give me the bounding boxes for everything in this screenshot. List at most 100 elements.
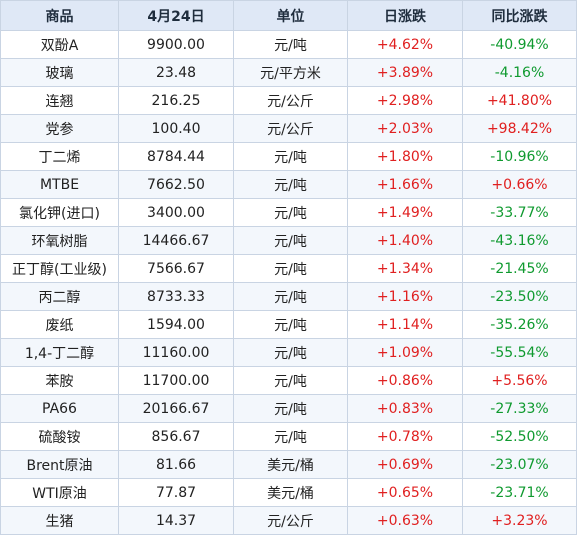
cell-daily-change: +2.98% xyxy=(347,86,463,115)
cell-unit: 元/平方米 xyxy=(233,58,348,87)
cell-daily-change: +0.63% xyxy=(347,506,463,535)
cell-commodity: 正丁醇(工业级) xyxy=(0,254,119,283)
cell-commodity: 氯化钾(进口) xyxy=(0,198,119,227)
cell-commodity: 环氧树脂 xyxy=(0,226,119,255)
cell-price: 14.37 xyxy=(118,506,234,535)
cell-unit: 元/吨 xyxy=(233,366,348,395)
cell-price: 23.48 xyxy=(118,58,234,87)
cell-unit: 元/吨 xyxy=(233,338,348,367)
cell-daily-change: +1.66% xyxy=(347,170,463,199)
cell-price: 9900.00 xyxy=(118,30,234,59)
cell-daily-change: +1.49% xyxy=(347,198,463,227)
header-row: 商品 4月24日 单位 日涨跌 同比涨跌 xyxy=(0,0,577,31)
cell-unit: 元/吨 xyxy=(233,422,348,451)
cell-daily-change: +1.80% xyxy=(347,142,463,171)
cell-commodity: 丁二烯 xyxy=(0,142,119,171)
cell-yoy-change: -23.07% xyxy=(462,450,577,479)
table-row: 苯胺 11700.00 元/吨 +0.86% +5.56% xyxy=(0,366,577,395)
cell-yoy-change: -33.77% xyxy=(462,198,577,227)
cell-daily-change: +4.62% xyxy=(347,30,463,59)
cell-yoy-change: +98.42% xyxy=(462,114,577,143)
cell-price: 20166.67 xyxy=(118,394,234,423)
cell-price: 11160.00 xyxy=(118,338,234,367)
cell-price: 856.67 xyxy=(118,422,234,451)
table-row: 1,4-丁二醇 11160.00 元/吨 +1.09% -55.54% xyxy=(0,338,577,367)
cell-daily-change: +0.69% xyxy=(347,450,463,479)
cell-daily-change: +0.78% xyxy=(347,422,463,451)
table-row: 环氧树脂 14466.67 元/吨 +1.40% -43.16% xyxy=(0,226,577,255)
cell-yoy-change: -35.26% xyxy=(462,310,577,339)
table-row: Brent原油 81.66 美元/桶 +0.69% -23.07% xyxy=(0,450,577,479)
cell-commodity: Brent原油 xyxy=(0,450,119,479)
cell-unit: 元/吨 xyxy=(233,310,348,339)
table-row: WTI原油 77.87 美元/桶 +0.65% -23.71% xyxy=(0,478,577,507)
cell-commodity: 玻璃 xyxy=(0,58,119,87)
table-row: PA66 20166.67 元/吨 +0.83% -27.33% xyxy=(0,394,577,423)
table-row: 废纸 1594.00 元/吨 +1.14% -35.26% xyxy=(0,310,577,339)
cell-commodity: 苯胺 xyxy=(0,366,119,395)
cell-unit: 元/公斤 xyxy=(233,506,348,535)
cell-commodity: 丙二醇 xyxy=(0,282,119,311)
cell-daily-change: +0.86% xyxy=(347,366,463,395)
cell-price: 7662.50 xyxy=(118,170,234,199)
cell-unit: 元/吨 xyxy=(233,30,348,59)
cell-daily-change: +3.89% xyxy=(347,58,463,87)
cell-price: 77.87 xyxy=(118,478,234,507)
cell-commodity: 党参 xyxy=(0,114,119,143)
cell-commodity: 硫酸铵 xyxy=(0,422,119,451)
cell-commodity: 生猪 xyxy=(0,506,119,535)
cell-unit: 美元/桶 xyxy=(233,450,348,479)
cell-price: 8784.44 xyxy=(118,142,234,171)
cell-yoy-change: -55.54% xyxy=(462,338,577,367)
cell-commodity: 双酚A xyxy=(0,30,119,59)
cell-commodity: MTBE xyxy=(0,170,119,199)
table-body: 双酚A 9900.00 元/吨 +4.62% -40.94% 玻璃 23.48 元/平方米 +3… xyxy=(0,30,577,535)
cell-yoy-change: -43.16% xyxy=(462,226,577,255)
cell-yoy-change: -27.33% xyxy=(462,394,577,423)
cell-price: 1594.00 xyxy=(118,310,234,339)
cell-price: 8733.33 xyxy=(118,282,234,311)
cell-yoy-change: -23.71% xyxy=(462,478,577,507)
table-row: 连翘 216.25 元/公斤 +2.98% +41.80% xyxy=(0,86,577,115)
cell-unit: 元/吨 xyxy=(233,226,348,255)
cell-commodity: 1,4-丁二醇 xyxy=(0,338,119,367)
table-row: 党参 100.40 元/公斤 +2.03% +98.42% xyxy=(0,114,577,143)
cell-daily-change: +1.09% xyxy=(347,338,463,367)
cell-commodity: 废纸 xyxy=(0,310,119,339)
cell-daily-change: +0.83% xyxy=(347,394,463,423)
header-commodity: 商品 xyxy=(0,0,119,31)
cell-price: 216.25 xyxy=(118,86,234,115)
cell-price: 11700.00 xyxy=(118,366,234,395)
cell-unit: 元/吨 xyxy=(233,142,348,171)
table-row: 生猪 14.37 元/公斤 +0.63% +3.23% xyxy=(0,506,577,535)
cell-price: 100.40 xyxy=(118,114,234,143)
cell-unit: 元/吨 xyxy=(233,394,348,423)
table-row: 丁二烯 8784.44 元/吨 +1.80% -10.96% xyxy=(0,142,577,171)
header-date-price: 4月24日 xyxy=(118,0,234,31)
cell-unit: 元/吨 xyxy=(233,170,348,199)
header-yoy-change: 同比涨跌 xyxy=(462,0,577,31)
cell-yoy-change: -21.45% xyxy=(462,254,577,283)
cell-daily-change: +2.03% xyxy=(347,114,463,143)
cell-commodity: 连翘 xyxy=(0,86,119,115)
cell-price: 3400.00 xyxy=(118,198,234,227)
cell-unit: 元/公斤 xyxy=(233,86,348,115)
cell-yoy-change: +41.80% xyxy=(462,86,577,115)
header-unit: 单位 xyxy=(233,0,348,31)
table-row: 丙二醇 8733.33 元/吨 +1.16% -23.50% xyxy=(0,282,577,311)
cell-commodity: PA66 xyxy=(0,394,119,423)
cell-price: 7566.67 xyxy=(118,254,234,283)
cell-daily-change: +1.16% xyxy=(347,282,463,311)
cell-unit: 元/吨 xyxy=(233,198,348,227)
cell-price: 81.66 xyxy=(118,450,234,479)
cell-yoy-change: +3.23% xyxy=(462,506,577,535)
cell-yoy-change: -40.94% xyxy=(462,30,577,59)
table-row: 硫酸铵 856.67 元/吨 +0.78% -52.50% xyxy=(0,422,577,451)
cell-daily-change: +1.40% xyxy=(347,226,463,255)
table-row: MTBE 7662.50 元/吨 +1.66% +0.66% xyxy=(0,170,577,199)
cell-unit: 元/吨 xyxy=(233,282,348,311)
cell-yoy-change: +5.56% xyxy=(462,366,577,395)
cell-yoy-change: -10.96% xyxy=(462,142,577,171)
table-row: 玻璃 23.48 元/平方米 +3.89% -4.16% xyxy=(0,58,577,87)
